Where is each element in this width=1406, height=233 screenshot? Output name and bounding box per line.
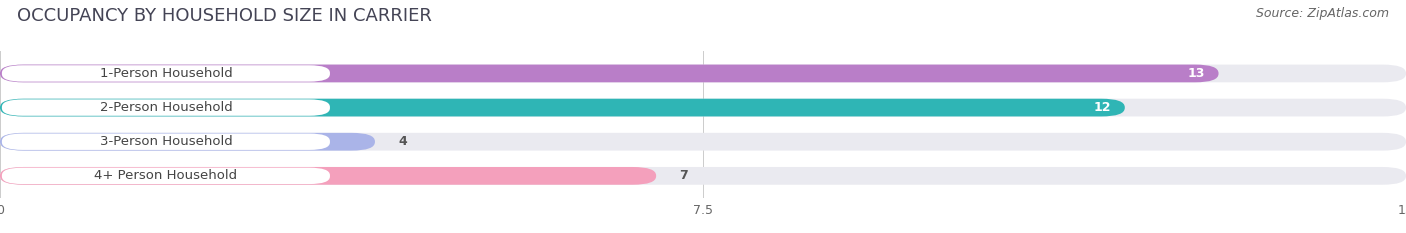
Text: 4+ Person Household: 4+ Person Household bbox=[94, 169, 238, 182]
Text: 2-Person Household: 2-Person Household bbox=[100, 101, 232, 114]
Text: 1-Person Household: 1-Person Household bbox=[100, 67, 232, 80]
FancyBboxPatch shape bbox=[0, 167, 1406, 185]
FancyBboxPatch shape bbox=[0, 167, 657, 185]
FancyBboxPatch shape bbox=[1, 99, 330, 116]
Text: 7: 7 bbox=[679, 169, 689, 182]
FancyBboxPatch shape bbox=[1, 134, 330, 150]
Text: 3-Person Household: 3-Person Household bbox=[100, 135, 232, 148]
FancyBboxPatch shape bbox=[0, 133, 1406, 151]
FancyBboxPatch shape bbox=[0, 65, 1219, 82]
FancyBboxPatch shape bbox=[0, 65, 1406, 82]
FancyBboxPatch shape bbox=[1, 65, 330, 82]
Text: 13: 13 bbox=[1187, 67, 1205, 80]
Text: Source: ZipAtlas.com: Source: ZipAtlas.com bbox=[1256, 7, 1389, 20]
Text: OCCUPANCY BY HOUSEHOLD SIZE IN CARRIER: OCCUPANCY BY HOUSEHOLD SIZE IN CARRIER bbox=[17, 7, 432, 25]
FancyBboxPatch shape bbox=[0, 99, 1125, 116]
FancyBboxPatch shape bbox=[1, 168, 330, 184]
FancyBboxPatch shape bbox=[0, 133, 375, 151]
Text: 4: 4 bbox=[398, 135, 408, 148]
Text: 12: 12 bbox=[1094, 101, 1111, 114]
FancyBboxPatch shape bbox=[0, 99, 1406, 116]
